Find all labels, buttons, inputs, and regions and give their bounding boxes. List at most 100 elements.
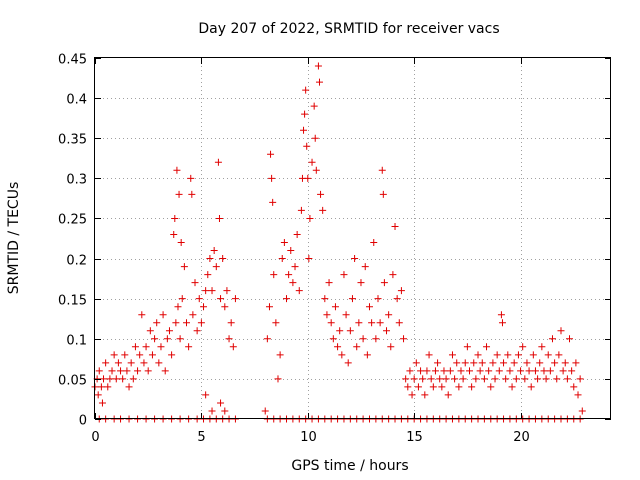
data-point bbox=[402, 375, 410, 383]
data-point bbox=[351, 255, 359, 263]
data-point bbox=[97, 383, 105, 391]
data-point bbox=[359, 335, 367, 343]
data-point bbox=[159, 311, 167, 319]
data-point bbox=[217, 399, 225, 407]
data-point bbox=[291, 263, 299, 271]
data-point bbox=[297, 206, 305, 214]
data-point bbox=[459, 375, 467, 383]
data-point bbox=[391, 222, 399, 230]
data-point bbox=[146, 327, 154, 335]
data-point bbox=[173, 166, 181, 174]
data-point bbox=[544, 351, 552, 359]
data-point bbox=[551, 359, 559, 367]
data-point bbox=[442, 375, 450, 383]
data-point bbox=[540, 367, 548, 375]
data-point bbox=[114, 359, 122, 367]
data-point bbox=[374, 295, 382, 303]
data-point bbox=[112, 375, 120, 383]
grid-lines bbox=[95, 58, 611, 419]
data-point bbox=[470, 359, 478, 367]
data-point bbox=[448, 351, 456, 359]
data-point bbox=[463, 343, 471, 351]
data-point bbox=[379, 190, 387, 198]
axis-ticks bbox=[95, 58, 611, 420]
data-point bbox=[457, 367, 465, 375]
data-point bbox=[397, 287, 405, 295]
data-point bbox=[504, 351, 512, 359]
data-point bbox=[400, 335, 408, 343]
data-point bbox=[267, 150, 275, 158]
data-point bbox=[302, 86, 310, 94]
data-point bbox=[174, 303, 182, 311]
data-point bbox=[574, 391, 582, 399]
data-point bbox=[525, 367, 533, 375]
data-point bbox=[189, 311, 197, 319]
data-point bbox=[272, 319, 280, 327]
data-point bbox=[557, 327, 565, 335]
data-point bbox=[208, 407, 216, 415]
data-point bbox=[142, 343, 150, 351]
data-point bbox=[521, 375, 529, 383]
data-point bbox=[215, 214, 223, 222]
data-point bbox=[295, 287, 303, 295]
data-point bbox=[493, 351, 501, 359]
data-point bbox=[287, 247, 295, 255]
data-point bbox=[487, 383, 495, 391]
data-point bbox=[329, 335, 337, 343]
data-point bbox=[553, 375, 561, 383]
data-point bbox=[125, 383, 133, 391]
data-point bbox=[134, 367, 142, 375]
data-point bbox=[344, 359, 352, 367]
y-tick-label: 0.4 bbox=[66, 93, 87, 108]
data-point bbox=[311, 134, 319, 142]
data-point bbox=[306, 214, 314, 222]
data-point bbox=[410, 375, 418, 383]
data-point bbox=[346, 327, 354, 335]
data-point bbox=[170, 230, 178, 238]
data-point bbox=[419, 375, 427, 383]
data-point bbox=[221, 303, 229, 311]
data-point bbox=[187, 174, 195, 182]
data-point bbox=[355, 319, 363, 327]
data-point bbox=[483, 343, 491, 351]
data-point bbox=[283, 295, 291, 303]
data-point bbox=[342, 311, 350, 319]
data-point bbox=[172, 319, 180, 327]
data-point bbox=[98, 399, 106, 407]
data-point bbox=[523, 359, 531, 367]
data-point bbox=[157, 343, 165, 351]
data-point bbox=[527, 383, 535, 391]
data-point bbox=[268, 174, 276, 182]
x-tick-labels: 0 5 10 15 20 bbox=[91, 430, 529, 445]
data-point bbox=[423, 367, 431, 375]
data-point bbox=[108, 367, 116, 375]
data-point bbox=[102, 359, 110, 367]
data-point bbox=[429, 383, 437, 391]
data-point bbox=[117, 367, 125, 375]
data-point bbox=[489, 359, 497, 367]
data-point bbox=[387, 343, 395, 351]
data-point bbox=[325, 279, 333, 287]
data-point bbox=[506, 367, 514, 375]
data-point bbox=[412, 359, 420, 367]
data-point bbox=[363, 351, 371, 359]
data-point bbox=[293, 230, 301, 238]
data-point bbox=[221, 407, 229, 415]
y-tick-label: 0.25 bbox=[58, 213, 87, 228]
data-point bbox=[270, 271, 278, 279]
data-point bbox=[305, 255, 313, 263]
x-tick-label: 5 bbox=[197, 430, 205, 445]
data-point bbox=[368, 319, 376, 327]
data-points bbox=[91, 62, 586, 423]
data-point bbox=[274, 375, 282, 383]
data-point bbox=[502, 375, 510, 383]
data-point bbox=[578, 407, 586, 415]
data-point bbox=[204, 271, 212, 279]
data-point bbox=[404, 383, 412, 391]
data-point bbox=[417, 367, 425, 375]
data-point bbox=[431, 367, 439, 375]
data-point bbox=[512, 375, 520, 383]
data-point bbox=[406, 367, 414, 375]
data-point bbox=[498, 319, 506, 327]
